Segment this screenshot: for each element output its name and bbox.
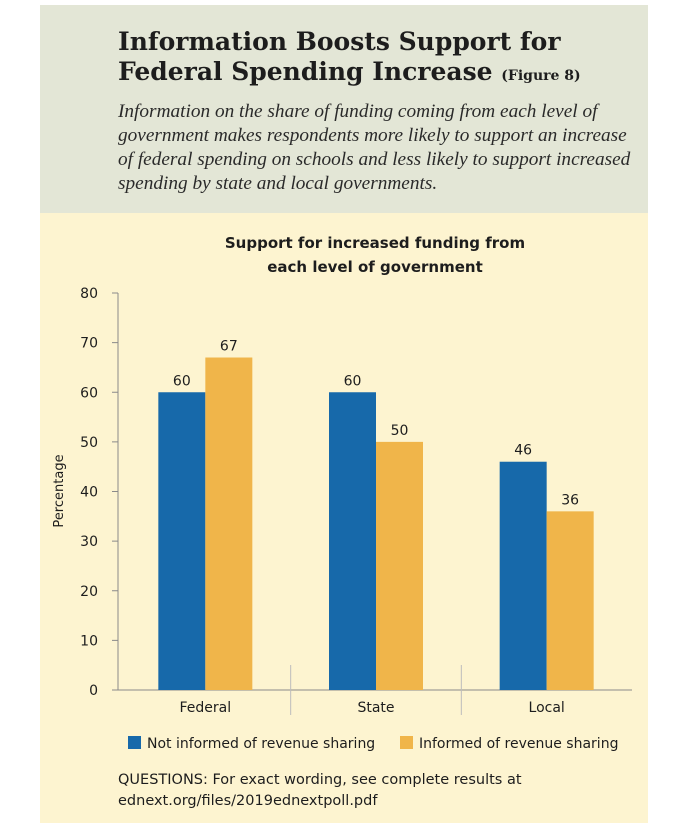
- y-tick-label: 20: [80, 584, 98, 600]
- data-label: 67: [220, 339, 238, 355]
- data-label: 46: [514, 443, 532, 459]
- questions-note: QUESTIONS: For exact wording, see comple…: [118, 772, 522, 809]
- figure-title: Information Boosts Support for Federal S…: [118, 27, 638, 91]
- y-tick-label: 0: [89, 683, 98, 699]
- legend-label: Not informed of revenue sharing: [147, 736, 375, 752]
- y-tick-label: 10: [80, 633, 98, 649]
- x-tick-label: State: [357, 700, 394, 716]
- chart-title-line: each level of government: [267, 258, 483, 276]
- legend-swatch: [128, 736, 141, 749]
- y-tick-label: 40: [80, 485, 98, 501]
- y-tick-label: 60: [80, 385, 98, 401]
- bar: [205, 357, 253, 690]
- figure-number: (Figure 8): [501, 68, 581, 84]
- legend-label: Informed of revenue sharing: [419, 736, 618, 752]
- y-tick-label: 50: [80, 435, 98, 451]
- legend-swatch: [400, 736, 413, 749]
- figure-subtitle: Information on the share of funding comi…: [118, 101, 631, 194]
- x-tick-label: Local: [529, 700, 565, 716]
- data-label: 36: [561, 492, 579, 508]
- bar: [499, 461, 547, 690]
- data-label: 60: [344, 373, 362, 389]
- bar: [546, 511, 594, 690]
- y-tick-label: 30: [80, 534, 98, 550]
- figure-card: Information Boosts Support for Federal S…: [40, 5, 648, 823]
- y-tick-label: 70: [80, 336, 98, 352]
- figure-header: Information Boosts Support for Federal S…: [40, 5, 648, 213]
- title-main: Information Boosts Support for Federal S…: [118, 27, 561, 86]
- y-tick-label: 80: [80, 286, 98, 302]
- data-label: 50: [391, 423, 409, 439]
- chart-title-line: Support for increased funding from: [225, 234, 525, 252]
- data-label: 60: [173, 373, 191, 389]
- bar: [376, 441, 423, 690]
- x-tick-label: Federal: [180, 700, 232, 716]
- y-axis-label: Percentage: [52, 454, 67, 527]
- bar: [158, 392, 206, 690]
- bar: [329, 392, 376, 690]
